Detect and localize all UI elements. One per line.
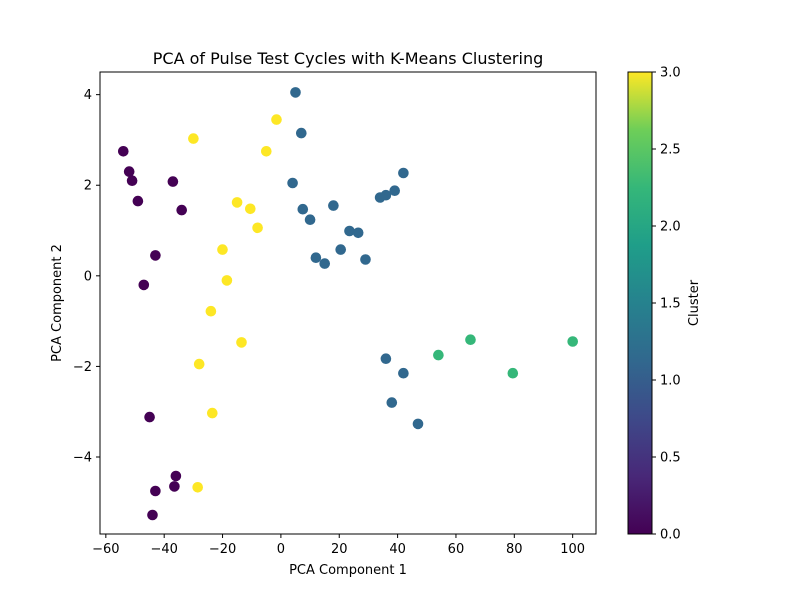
- data-point: [567, 336, 578, 347]
- data-point: [344, 225, 355, 237]
- data-point: [290, 87, 301, 98]
- data-point: [287, 177, 298, 189]
- data-point: [193, 358, 205, 370]
- data-point: [412, 418, 424, 430]
- data-point: [147, 509, 158, 521]
- data-point: [188, 133, 199, 144]
- x-tick-label: 60: [448, 542, 465, 557]
- y-tick-label: 0: [84, 269, 92, 284]
- colorbar-tick-label: 2.5: [660, 143, 681, 158]
- colorbar-tick-label: 1.5: [660, 297, 681, 312]
- colorbar-gradient: [627, 71, 653, 535]
- data-point: [386, 397, 398, 408]
- data-point: [398, 167, 409, 179]
- y-tick-label: 4: [84, 88, 92, 103]
- data-point: [150, 485, 161, 497]
- y-tick-label: 2: [84, 179, 92, 194]
- data-point: [374, 192, 386, 203]
- x-axis-label: PCA Component 1: [289, 563, 407, 578]
- data-point: [319, 258, 331, 269]
- data-point: [221, 275, 233, 286]
- data-point: [118, 146, 129, 157]
- colorbar-tick-label: 0.5: [660, 451, 681, 466]
- data-point: [138, 279, 150, 291]
- y-axis: −4 −2 0 2 4: [73, 88, 100, 466]
- colorbar-tick-label: 2.0: [660, 220, 681, 235]
- x-axis: −60 −40 −20 0 20 40 60 80 100: [92, 534, 585, 557]
- data-point: [310, 252, 322, 263]
- data-point: [205, 305, 217, 317]
- x-tick-label: −40: [150, 542, 177, 557]
- data-point: [261, 146, 272, 157]
- points-layer: [118, 87, 578, 521]
- colorbar-ticks: 0.0 0.5 1.0 1.5 2.0 2.5 3.0: [652, 66, 681, 543]
- data-point: [360, 254, 371, 265]
- data-point: [433, 349, 444, 361]
- data-point: [380, 353, 392, 365]
- data-point: [176, 204, 187, 216]
- data-point: [296, 127, 307, 139]
- x-tick-label: −20: [209, 542, 236, 557]
- data-point: [144, 411, 155, 423]
- data-point: [271, 114, 282, 125]
- data-point: [170, 470, 182, 482]
- data-point: [297, 203, 309, 215]
- data-point: [352, 227, 364, 239]
- data-point: [207, 407, 218, 419]
- data-point: [231, 197, 243, 208]
- plot-area-frame: [99, 71, 597, 535]
- y-tick-label: −4: [73, 451, 92, 466]
- colorbar: 0.0 0.5 1.0 1.5 2.0 2.5 3.0 Cluster: [627, 66, 702, 543]
- colorbar-tick-label: 1.0: [660, 374, 681, 389]
- data-point: [245, 203, 256, 215]
- data-point: [304, 214, 316, 225]
- data-point: [123, 166, 135, 177]
- x-tick-label: 0: [277, 542, 285, 557]
- data-point: [507, 367, 519, 379]
- data-point: [150, 250, 161, 261]
- data-point: [192, 482, 203, 493]
- x-tick-label: 80: [506, 542, 523, 557]
- data-point: [217, 244, 228, 255]
- data-point: [335, 244, 347, 255]
- x-tick-label: 40: [389, 542, 406, 557]
- x-tick-label: −60: [92, 542, 119, 557]
- colorbar-tick-label: 3.0: [660, 66, 681, 81]
- data-point: [126, 175, 138, 186]
- x-tick-label: 100: [560, 542, 585, 557]
- data-point: [169, 481, 180, 492]
- data-point: [328, 200, 339, 211]
- data-point: [398, 367, 409, 379]
- data-point: [236, 337, 247, 348]
- data-point: [465, 334, 476, 346]
- x-tick-label: 20: [331, 542, 348, 557]
- colorbar-tick-label: 0.0: [660, 528, 681, 543]
- colorbar-label: Cluster: [687, 279, 702, 326]
- data-point: [132, 195, 144, 207]
- chart-title: PCA of Pulse Test Cycles with K-Means Cl…: [153, 49, 543, 68]
- data-point: [252, 222, 263, 234]
- y-axis-label: PCA Component 2: [50, 244, 65, 362]
- data-point: [389, 185, 401, 196]
- y-tick-label: −2: [73, 360, 92, 375]
- data-point: [167, 176, 179, 187]
